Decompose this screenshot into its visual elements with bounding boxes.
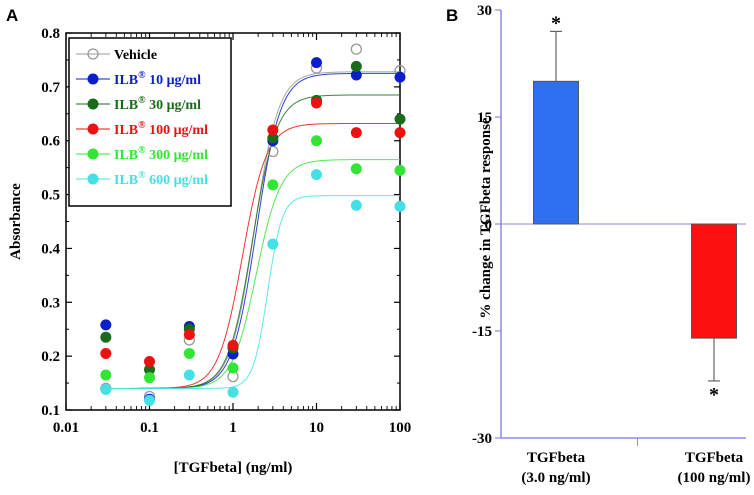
data-point-series-2 [100,331,112,343]
data-point-series-5 [394,200,406,212]
y-tick-label: 15 [477,110,492,126]
bar-1 [691,223,737,339]
data-point-series-3 [183,329,195,341]
y-tick-label: -15 [472,324,492,340]
data-point-series-5 [183,369,195,381]
x-tick-label: 10 [309,420,324,436]
data-point-series-5 [227,386,239,398]
legend-marker [87,48,99,60]
data-point-series-4 [350,163,362,175]
registered-mark: ® [138,70,146,81]
y-tick-label: 0.4 [41,241,60,257]
data-point-series-4 [311,135,322,147]
data-point-series-3 [227,339,239,351]
data-point-series-3 [267,124,279,136]
legend-marker [87,173,99,185]
data-point-series-3 [100,347,112,359]
legend-marker [87,98,99,110]
legend-label: ILB® 600 μg/ml [114,170,208,188]
y-tick-label: 0 [485,217,493,233]
y-tick-label: -30 [472,431,492,447]
legend-marker [87,148,99,160]
legend-label-prefix: ILB [114,73,138,88]
y-tick-label: 0.8 [41,26,60,42]
data-point-series-4 [100,369,112,381]
y-axis-title: % change in TGFbeta response [478,117,494,318]
legend-label-prefix: ILB [114,123,138,138]
y-axis-title: Absorbance [8,183,24,260]
y-tick-label: 0.5 [41,188,60,204]
significance-star-1: * [709,384,719,406]
data-point-series-3 [311,97,322,109]
data-point-series-0 [267,145,279,158]
legend-label-suffix: 600 μg/ml [146,173,208,188]
x-tick-label: 0.01 [53,420,79,436]
legend-label-prefix: ILB [114,173,138,188]
y-tick-label: 0.6 [41,134,60,150]
y-tick-label: 0.1 [41,403,60,419]
y-tick-label: 0.7 [41,80,60,96]
data-point-series-4 [394,164,406,176]
legend-label: ILB® 300 μg/ml [114,145,208,163]
data-point-series-1 [100,319,112,331]
x-category-label-line2: (3.0 ng/ml) [521,470,590,486]
data-point-series-3 [144,356,155,368]
registered-mark: ® [138,120,146,131]
data-point-series-5 [100,384,112,396]
registered-mark: ® [138,145,146,156]
legend-marker [87,123,99,135]
data-point-series-5 [350,199,362,211]
y-tick-label: 0.2 [41,349,60,365]
significance-star-0: * [551,12,561,34]
registered-mark: ® [138,95,146,106]
data-point-series-2 [394,113,406,125]
x-category-label-line2: (100 ng/ml) [678,470,751,486]
data-point-series-4 [227,362,239,374]
data-point-series-5 [311,169,322,181]
x-tick-label: 0.1 [140,420,159,436]
panel-a-letter: A [6,6,18,25]
data-point-series-4 [183,347,195,359]
bar-0 [533,80,579,225]
data-point-series-3 [350,127,362,139]
data-point-series-2 [267,132,279,144]
registered-mark: ® [138,170,146,181]
x-axis-title: [TGFbeta] (ng/ml) [174,460,293,476]
data-point-series-4 [144,372,155,384]
y-tick-label: 0.3 [41,295,60,311]
legend-label-prefix: ILB [114,98,138,113]
legend-box [68,37,232,207]
fit-curve-series-5 [103,195,400,389]
x-category-label-line1: TGFbeta [685,450,744,466]
data-point-series-1 [350,69,362,81]
data-point-series-5 [267,238,279,250]
data-point-series-2 [350,60,362,72]
legend-marker [87,73,99,85]
data-point-series-0 [350,43,362,55]
legend-label-suffix: 30 μg/ml [146,98,201,113]
data-point-series-5 [144,394,155,406]
panel-b-chart: -30 -15 0 15 30 % change in TGFbeta response *… [472,3,750,486]
legend-label-prefix: ILB [114,148,138,163]
legend-label: ILB® 100 μg/ml [114,120,208,138]
legend-label-suffix: 100 μg/ml [146,123,208,138]
panel-b-letter: B [446,6,458,25]
legend-label-suffix: 10 μg/ml [146,73,201,88]
legend-label: ILB® 30 μg/ml [114,95,201,113]
data-point-series-2 [144,364,155,376]
x-tick-label: 1 [229,420,237,436]
legend-label: ILB® 10 μg/ml [114,70,201,88]
panel-a-chart: 0.10.20.30.40.50.60.70.80.01 0.1 1 10 100[TG… [8,26,411,476]
x-tick-label: 100 [389,420,412,436]
data-point-series-3 [394,127,406,139]
data-point-series-4 [267,179,279,191]
data-point-series-1 [311,57,322,69]
x-category-label-line1: TGFbeta [527,450,586,466]
legend-label-suffix: 300 μg/ml [146,148,208,163]
y-tick-label: 30 [477,3,492,19]
legend-label: Vehicle [114,48,157,63]
data-point-series-1 [394,71,406,83]
